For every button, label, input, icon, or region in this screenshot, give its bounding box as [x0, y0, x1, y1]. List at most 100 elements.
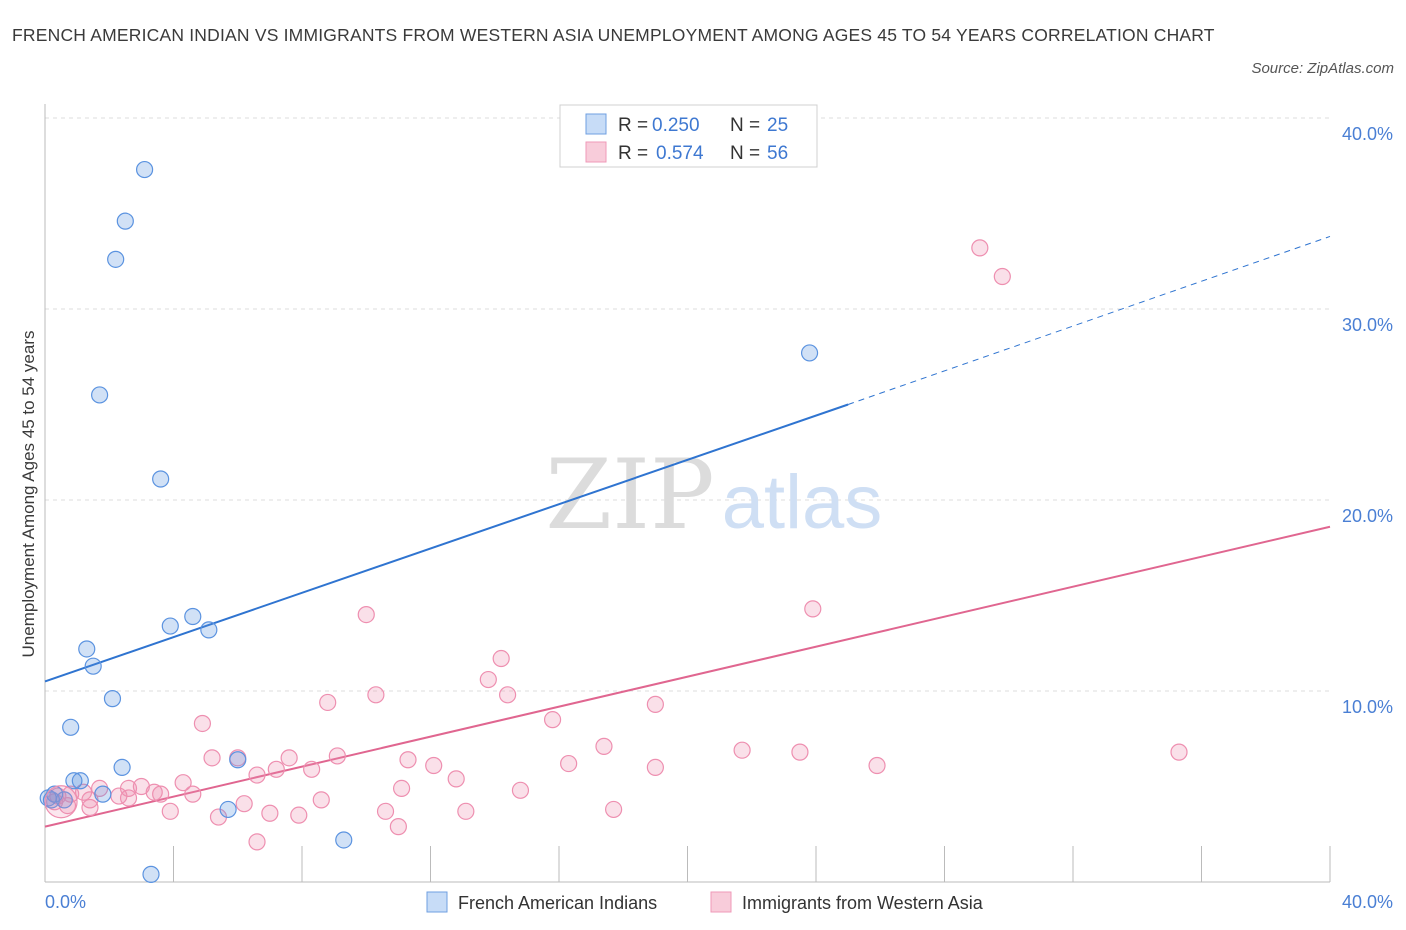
data-point-pink-18	[280, 749, 298, 767]
data-points	[39, 160, 1188, 883]
data-point-blue-0	[135, 160, 154, 179]
data-point-pink-4	[492, 649, 510, 668]
x-tick-label-max: 40.0%	[1342, 892, 1393, 912]
chart-title: FRENCH AMERICAN INDIAN VS IMMIGRANTS FRO…	[12, 25, 1215, 45]
data-point-pink-11	[543, 711, 562, 729]
data-point-pink-52	[376, 802, 395, 820]
data-point-pink-13	[733, 741, 751, 759]
bottom-legend-label-pink: Immigrants from Western Asia	[742, 893, 984, 913]
data-point-pink-48	[235, 795, 253, 813]
data-point-pink-16	[203, 749, 221, 767]
trend-lines	[44, 235, 1331, 828]
data-point-pink-50	[261, 804, 279, 822]
data-point-blue-10	[84, 657, 102, 675]
data-point-blue-23	[335, 831, 353, 849]
data-point-pink-37	[184, 785, 202, 803]
watermark: ZIP atlas	[545, 439, 882, 551]
y-axis-title: Unemployment Among Ages 45 to 54 years	[19, 331, 38, 658]
bottom-legend: French American Indians Immigrants from …	[426, 891, 984, 913]
y-tick-label-30: 30.0%	[1342, 315, 1393, 335]
legend-n-label-1: N =	[730, 115, 760, 136]
data-point-pink-10	[193, 714, 212, 733]
bottom-legend-label-blue: French American Indians	[458, 893, 657, 913]
data-point-blue-1	[116, 212, 134, 230]
data-point-blue-4	[152, 470, 170, 488]
data-point-pink-2	[804, 600, 822, 618]
data-point-pink-8	[319, 693, 337, 712]
data-point-pink-5	[479, 670, 497, 689]
legend-n-value-2: 56	[767, 143, 788, 164]
y-tick-label-40: 40.0%	[1342, 124, 1393, 144]
data-point-pink-7	[499, 686, 517, 704]
trend-line-french-american-indians	[44, 403, 849, 683]
axes	[44, 104, 1331, 883]
watermark-zip: ZIP	[545, 439, 714, 551]
x-tick-label-min: 0.0%	[45, 892, 86, 912]
data-point-pink-24	[868, 756, 886, 775]
data-point-blue-22	[219, 800, 237, 819]
data-point-blue-3	[91, 386, 109, 404]
tick-labels: 10.0% 20.0% 30.0% 40.0% 0.0% 40.0%	[45, 124, 1393, 912]
data-point-pink-34	[511, 781, 530, 799]
data-point-blue-15	[65, 772, 83, 790]
data-point-blue-18	[94, 785, 112, 803]
data-point-pink-14	[791, 743, 809, 761]
legend-swatch-blue	[585, 113, 607, 135]
data-point-pink-28	[447, 770, 465, 788]
data-point-pink-25	[303, 760, 321, 778]
grid-lines	[45, 117, 1330, 692]
data-point-pink-56	[389, 818, 407, 836]
data-point-pink-19	[328, 747, 346, 765]
bottom-legend-swatch-pink	[710, 891, 732, 913]
trend-line-immigrants-western-asia	[44, 525, 1331, 828]
data-point-pink-12	[595, 737, 613, 755]
top-legend: R = 0.250 N = 25 R = 0.574 N = 56	[559, 104, 818, 168]
data-point-pink-27	[248, 766, 266, 784]
data-point-pink-6	[367, 686, 385, 704]
data-point-blue-16	[71, 772, 89, 790]
data-point-pink-26	[267, 760, 285, 778]
data-point-blue-7	[161, 617, 179, 635]
data-point-blue-8	[200, 621, 218, 639]
data-point-blue-13	[113, 758, 131, 777]
data-point-pink-9	[646, 695, 664, 713]
data-point-pink-45	[312, 791, 330, 809]
source-label: Source: ZipAtlas.com	[1251, 60, 1394, 77]
legend-n-label-2: N =	[730, 143, 760, 164]
data-point-pink-35	[145, 783, 163, 801]
data-point-pink-47	[81, 798, 99, 817]
data-point-pink-3	[357, 605, 375, 624]
data-point-blue-2	[107, 250, 125, 268]
legend-r-value-2: 0.574	[656, 143, 704, 164]
data-point-pink-21	[425, 756, 443, 775]
data-point-blue-12	[62, 718, 80, 736]
data-point-pink-cluster	[44, 785, 78, 819]
data-point-blue-5	[800, 344, 819, 362]
data-point-pink-15	[1170, 743, 1188, 761]
data-point-pink-57	[248, 833, 266, 851]
bottom-legend-swatch-blue	[426, 891, 448, 913]
data-point-pink-36	[152, 785, 170, 803]
y-tick-label-20: 20.0%	[1342, 506, 1393, 526]
data-point-blue-21	[42, 791, 61, 809]
data-point-blue-24	[142, 865, 160, 883]
data-point-pink-0	[971, 239, 989, 257]
data-point-blue-9	[78, 640, 96, 658]
data-point-pink-23	[646, 758, 664, 777]
data-point-pink-29	[174, 774, 192, 792]
data-point-blue-14	[229, 751, 247, 769]
trend-line-french-american-indians-extension	[847, 235, 1331, 405]
legend-r-label-2: R =	[618, 143, 648, 164]
data-point-blue-6	[184, 607, 202, 626]
y-tick-label-10: 10.0%	[1342, 697, 1393, 717]
data-point-blue-20	[55, 791, 73, 809]
data-point-pink-22	[560, 754, 578, 773]
data-point-blue-11	[103, 690, 122, 708]
data-point-pink-39	[119, 789, 138, 807]
legend-r-value-1: 0.250	[652, 115, 700, 136]
legend-swatch-pink	[585, 141, 607, 163]
data-point-pink-20	[399, 751, 417, 769]
data-point-pink-53	[457, 802, 475, 820]
watermark-atlas: atlas	[722, 460, 883, 545]
